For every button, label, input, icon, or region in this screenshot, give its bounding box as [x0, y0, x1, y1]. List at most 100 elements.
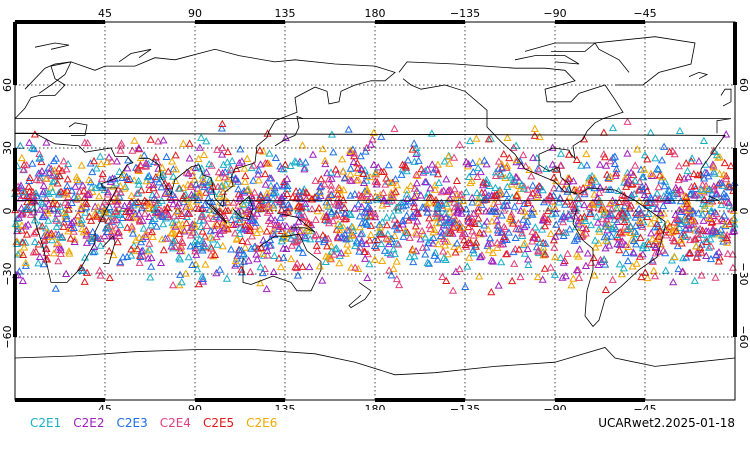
occultation-marker: [218, 242, 227, 250]
occultation-marker: [77, 161, 86, 169]
occultation-marker: [177, 211, 187, 220]
occultation-marker: [126, 213, 135, 221]
occultation-marker: [223, 174, 232, 183]
coastline-segment: [276, 212, 316, 233]
occultation-marker: [13, 224, 22, 233]
occultation-marker: [306, 235, 315, 243]
occultation-marker: [479, 178, 488, 186]
occultation-marker: [272, 181, 281, 189]
occultation-marker: [363, 273, 372, 282]
occultation-marker: [615, 197, 624, 206]
occultation-marker: [140, 151, 149, 159]
occultation-marker: [29, 144, 39, 153]
occultation-marker: [48, 199, 57, 208]
occultation-marker: [648, 235, 657, 243]
occultation-marker: [143, 247, 152, 255]
occultation-marker: [596, 183, 605, 191]
occultation-marker: [474, 203, 483, 211]
occultation-marker: [623, 149, 632, 157]
occultation-marker: [707, 206, 716, 214]
occultation-marker: [697, 230, 706, 238]
occultation-marker: [67, 198, 76, 206]
occultation-marker: [93, 212, 102, 220]
occultation-marker: [665, 191, 674, 200]
occultation-marker: [112, 179, 121, 187]
occultation-marker: [466, 178, 475, 187]
occultation-marker: [283, 207, 293, 215]
occultation-marker: [198, 272, 207, 280]
occultation-marker: [418, 203, 427, 211]
occultation-marker: [16, 141, 25, 149]
occultation-marker: [301, 199, 310, 207]
occultation-marker: [38, 212, 47, 220]
occultation-marker: [682, 159, 691, 167]
occultation-marker: [63, 175, 72, 183]
occultation-marker: [107, 217, 116, 225]
occultation-marker: [134, 197, 143, 206]
occultation-marker: [572, 232, 581, 240]
occultation-marker: [241, 171, 250, 180]
occultation-marker: [27, 198, 36, 206]
occultation-marker: [105, 175, 114, 183]
occultation-marker: [218, 143, 227, 151]
occultation-marker: [275, 221, 284, 229]
occultation-marker: [104, 153, 114, 161]
occultation-marker: [474, 219, 484, 228]
occultation-marker: [236, 192, 245, 200]
occultation-marker: [322, 198, 331, 206]
occultation-marker: [156, 258, 166, 266]
occultation-marker: [256, 160, 265, 168]
occultation-marker: [624, 224, 633, 232]
occultation-marker: [254, 166, 263, 174]
legend-item-c2e1: C2E1: [30, 416, 62, 430]
occultation-marker: [327, 185, 336, 193]
occultation-marker: [301, 203, 310, 211]
occultation-marker: [123, 252, 132, 260]
occultation-marker: [563, 187, 572, 195]
occultation-marker: [404, 216, 413, 224]
occultation-marker: [36, 173, 45, 181]
occultation-marker: [376, 223, 385, 231]
occultation-marker: [16, 181, 26, 189]
occultation-marker: [424, 238, 433, 246]
occultation-marker: [717, 200, 726, 209]
occultation-marker: [75, 187, 84, 195]
occultation-marker: [144, 254, 153, 262]
occultation-marker: [491, 171, 500, 180]
occultation-marker: [484, 225, 493, 233]
occultation-marker: [605, 212, 614, 220]
occultation-marker: [366, 192, 376, 201]
occultation-marker: [142, 176, 151, 185]
occultation-marker: [712, 227, 721, 235]
occultation-marker: [53, 245, 62, 253]
occultation-marker: [352, 237, 361, 245]
occultation-marker: [640, 190, 649, 199]
occultation-marker: [723, 230, 732, 239]
occultation-marker: [58, 233, 67, 241]
occultation-marker: [605, 199, 614, 208]
occultation-marker: [373, 177, 382, 186]
occultation-marker: [38, 199, 47, 207]
occultation-marker: [510, 175, 519, 184]
occultation-marker: [192, 250, 201, 258]
occultation-marker: [459, 235, 469, 244]
occultation-marker: [650, 271, 660, 280]
occultation-marker: [43, 228, 52, 236]
occultation-marker: [653, 164, 662, 172]
occultation-marker: [222, 274, 231, 282]
occultation-marker: [69, 227, 78, 235]
occultation-marker: [454, 245, 464, 253]
occultation-marker: [212, 268, 221, 277]
occultation-marker: [473, 172, 482, 181]
occultation-marker: [455, 140, 464, 148]
occultation-marker: [423, 208, 432, 216]
occultation-marker: [264, 159, 273, 167]
occultation-marker: [327, 207, 336, 216]
occultation-marker: [24, 182, 33, 190]
occultation-marker: [62, 269, 71, 277]
occultation-marker: [11, 219, 20, 227]
occultation-marker: [690, 276, 699, 284]
occultation-marker: [539, 216, 548, 224]
occultation-marker: [630, 227, 639, 235]
occultation-marker: [496, 228, 506, 236]
